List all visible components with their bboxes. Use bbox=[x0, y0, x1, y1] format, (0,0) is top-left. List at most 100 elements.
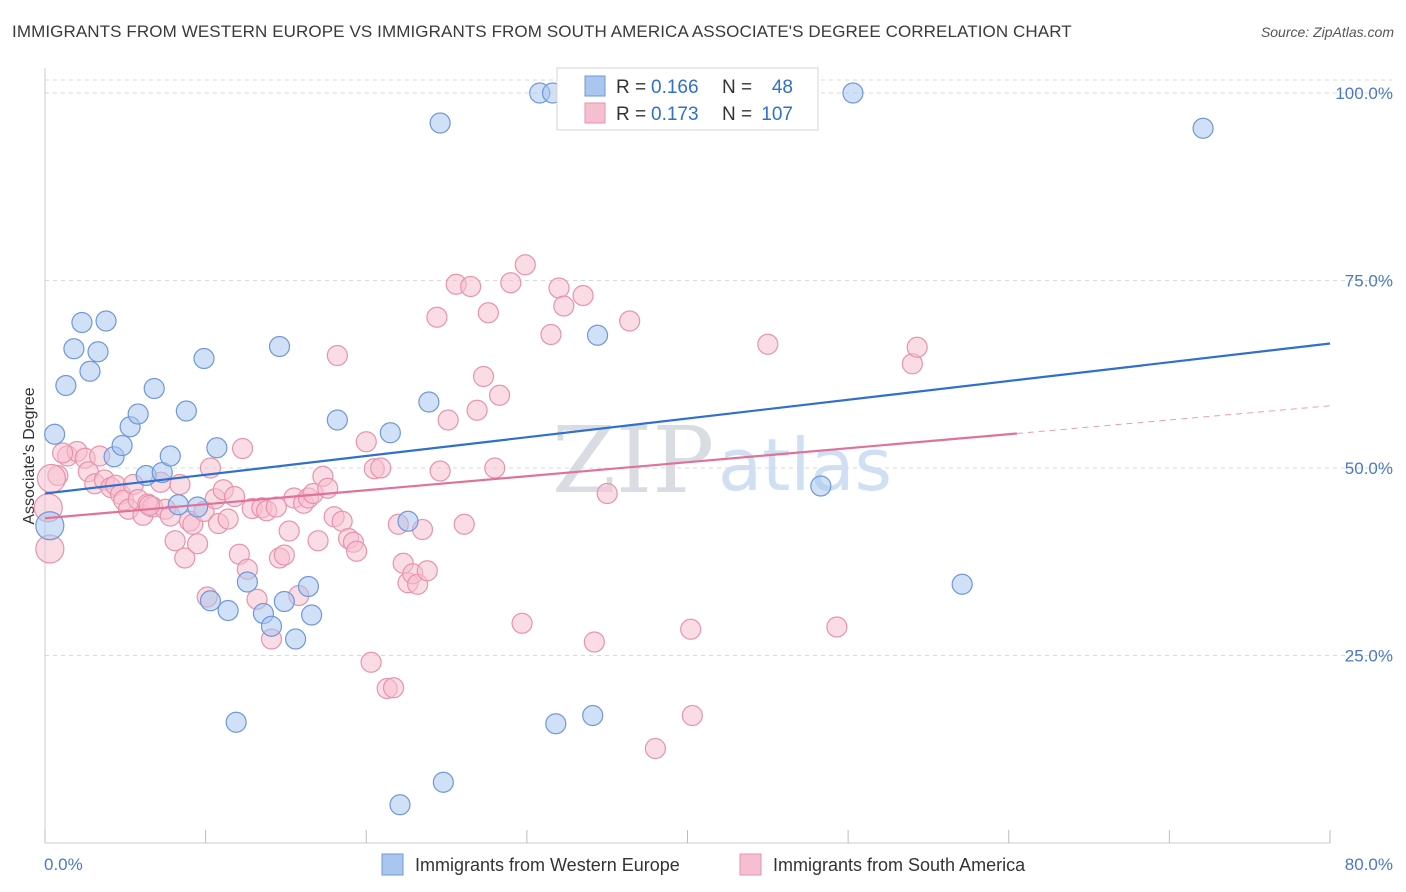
western-europe-point bbox=[127, 403, 149, 425]
south-america-point bbox=[453, 513, 475, 535]
south-america-point bbox=[906, 336, 928, 358]
series-legend: Immigrants from Western Europe Immigrant… bbox=[381, 853, 1026, 876]
south-america-point bbox=[596, 482, 618, 505]
watermark-zip: ZIP bbox=[552, 407, 714, 514]
chart-title: IMMIGRANTS FROM WESTERN EUROPE VS IMMIGR… bbox=[12, 22, 1072, 41]
western-europe-point bbox=[143, 377, 165, 400]
western-europe-point bbox=[225, 711, 247, 733]
south-america-point bbox=[36, 463, 67, 494]
western-europe-point bbox=[429, 112, 451, 134]
western-europe-point bbox=[297, 575, 320, 598]
x-tick-label-max: 80.0% bbox=[1345, 855, 1393, 874]
south-america-point bbox=[223, 485, 246, 508]
south-america-point bbox=[307, 530, 329, 552]
bottom-legend-swatch-pink bbox=[739, 853, 762, 876]
south-america-point bbox=[484, 457, 506, 479]
south-america-point bbox=[138, 494, 161, 517]
western-europe-point bbox=[842, 82, 864, 104]
south-america-point bbox=[757, 333, 779, 355]
western-europe-point bbox=[268, 335, 291, 358]
western-europe-point bbox=[260, 615, 283, 637]
south-america-point bbox=[583, 631, 605, 653]
south-america-point bbox=[231, 437, 254, 460]
south-america-point bbox=[186, 533, 209, 555]
western-europe-point bbox=[44, 423, 66, 445]
watermark-atlas: atlas bbox=[718, 423, 892, 507]
south-america-point bbox=[278, 520, 300, 542]
south-america-point bbox=[553, 295, 575, 317]
source-label: Source: ZipAtlas.com bbox=[1260, 24, 1394, 40]
western-europe-point bbox=[326, 409, 348, 431]
western-europe-point bbox=[236, 571, 258, 593]
south-america-point bbox=[52, 442, 74, 464]
y-tick-label: 100.0% bbox=[1335, 84, 1393, 103]
bottom-legend-swatch-blue bbox=[381, 853, 404, 876]
south-america-point bbox=[437, 409, 459, 431]
legend-n-label-2: N = bbox=[722, 104, 752, 125]
western-europe-point bbox=[35, 511, 65, 541]
south-america-point bbox=[680, 618, 702, 640]
legend-r-value-1: 0.166 bbox=[651, 77, 699, 98]
western-europe-point bbox=[55, 374, 77, 397]
south-america-point bbox=[572, 284, 594, 307]
south-america-point bbox=[346, 540, 368, 562]
south-america-point bbox=[511, 612, 533, 634]
legend-r-label-1: R = bbox=[616, 77, 646, 98]
western-europe-point bbox=[95, 310, 117, 332]
south-america-point bbox=[514, 254, 536, 276]
western-europe-point bbox=[79, 360, 101, 382]
western-europe-point bbox=[582, 704, 604, 727]
south-america-point bbox=[382, 677, 405, 699]
western-europe-point bbox=[175, 400, 197, 422]
south-america-point bbox=[826, 616, 848, 638]
y-tick-label: 75.0% bbox=[1345, 272, 1393, 291]
y-axis-label: Associate's Degree bbox=[21, 387, 38, 524]
western-europe-point bbox=[206, 437, 228, 459]
south-america-point bbox=[548, 277, 570, 299]
south-america-point bbox=[355, 431, 377, 453]
x-tick-label-min: 0.0% bbox=[44, 855, 83, 874]
south-america-point bbox=[217, 508, 239, 530]
south-america-point bbox=[273, 544, 295, 566]
y-tick-label: 25.0% bbox=[1345, 647, 1393, 666]
western-europe-point bbox=[432, 771, 454, 793]
south-america-point bbox=[540, 323, 562, 346]
south-america-trend-extension bbox=[1016, 405, 1331, 434]
trend-lines bbox=[44, 342, 1331, 520]
western-europe-point bbox=[167, 494, 189, 516]
western-europe-point bbox=[586, 324, 609, 346]
western-europe-point bbox=[1192, 117, 1214, 139]
x-axis-ticks bbox=[44, 830, 1331, 843]
legend-n-value-2: 107 bbox=[761, 104, 793, 125]
western-europe-point bbox=[810, 475, 832, 497]
south-america-point bbox=[681, 704, 703, 727]
western-europe-point bbox=[186, 496, 209, 518]
south-america-point bbox=[370, 457, 392, 479]
western-europe-point bbox=[63, 338, 85, 360]
western-europe-point bbox=[111, 434, 133, 457]
western-europe-point bbox=[545, 713, 567, 735]
south-america-point bbox=[174, 547, 196, 569]
south-america-point bbox=[265, 496, 287, 518]
western-europe-point bbox=[71, 311, 93, 334]
south-america-point bbox=[429, 460, 451, 482]
western-europe-point bbox=[389, 794, 411, 816]
series-western-europe-points bbox=[35, 82, 1214, 816]
western-europe-point bbox=[951, 573, 973, 595]
south-america-point bbox=[360, 651, 382, 673]
south-america-trend-line bbox=[44, 432, 1017, 520]
western-europe-point bbox=[273, 590, 295, 613]
western-europe-point bbox=[301, 604, 323, 626]
western-europe-trend-line bbox=[44, 342, 1331, 495]
south-america-point bbox=[619, 310, 641, 332]
legend-swatch-pink bbox=[584, 102, 606, 124]
western-europe-point bbox=[397, 510, 419, 532]
south-america-point bbox=[488, 384, 511, 406]
south-america-point bbox=[477, 302, 499, 324]
south-america-point bbox=[460, 275, 482, 298]
western-europe-point bbox=[193, 347, 215, 370]
western-europe-point bbox=[159, 445, 181, 467]
bottom-legend-label-pink: Immigrants from South America bbox=[773, 855, 1026, 875]
south-america-point bbox=[416, 560, 438, 582]
